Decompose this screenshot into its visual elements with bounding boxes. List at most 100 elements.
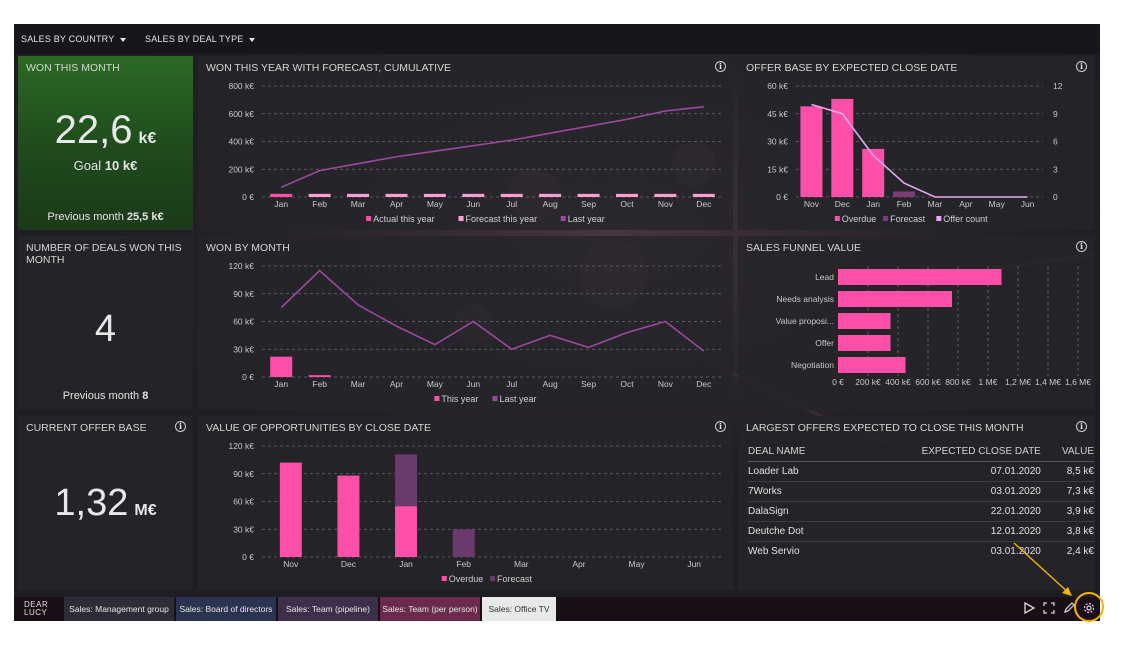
legend-swatch xyxy=(490,576,496,581)
x-tick-label: Aug xyxy=(543,199,558,209)
info-icon[interactable]: i xyxy=(175,421,186,432)
sales-funnel-chart: 0 € 200 k€ 400 k€ 600 k€ 800 k€ 1 M€ 1,2 M€ 1,4… xyxy=(776,266,1091,387)
y-tick-label: 0 € xyxy=(242,552,254,562)
x-tick-label: Nov xyxy=(804,199,820,209)
table-row[interactable]: DalaSign 22.01.2020 3,9 k€ xyxy=(748,501,1094,522)
annotation-arrow xyxy=(1013,542,1072,596)
info-icon[interactable]: i xyxy=(1076,61,1087,72)
bar xyxy=(692,193,715,197)
dashboard-app: SALES BY COUNTRY SALES BY DEAL TYPE WON … xyxy=(14,24,1100,621)
goal-text: Goal 10 k€ xyxy=(73,158,138,173)
chevron-down-icon xyxy=(249,37,256,42)
deals-won-tile[interactable]: NUMBER OF DEALS WON THIS MONTH 4 Previou… xyxy=(18,236,193,410)
play-icon[interactable] xyxy=(1022,601,1036,615)
bar xyxy=(838,291,952,307)
value-cell: 7,3 k€ xyxy=(1040,481,1094,502)
y-tick-label: 90 k€ xyxy=(233,289,254,299)
x-tick-label: Feb xyxy=(456,559,471,569)
deal-name-cell: Web Servio xyxy=(748,546,800,557)
x-tick-label: Apr xyxy=(390,199,403,209)
dear-lucy-logo[interactable]: DEAR LUCY xyxy=(24,600,49,617)
x-tick-label: Nov xyxy=(658,199,674,209)
y-tick-label: 0 € xyxy=(776,192,788,202)
legend-swatch xyxy=(883,216,889,221)
tab-management-group[interactable]: Sales: Management group xyxy=(64,597,174,621)
info-icon[interactable]: i xyxy=(1076,241,1087,252)
table-row[interactable]: Web Servio 03.01.2020 2,4 k€ xyxy=(748,542,1094,562)
legend-label: This year xyxy=(441,394,478,404)
legend-label: Forecast this year xyxy=(466,214,538,224)
previous-month-text: Previous month 25,5 k€ xyxy=(47,211,164,223)
y2-tick-label: 6 xyxy=(1053,137,1058,147)
legend-swatch xyxy=(936,216,942,221)
tab-team-per-person[interactable]: Sales: Team (per person) xyxy=(380,597,480,621)
info-icon[interactable]: i xyxy=(715,61,726,72)
won-this-month-tile[interactable]: WON THIS MONTH 22,6 k€ Goal 10 k€ Previou… xyxy=(18,56,193,230)
bar xyxy=(395,506,418,557)
y-tick-label: 400 k€ xyxy=(228,137,254,147)
previous-month-text: Previous month 8 xyxy=(62,390,149,402)
x-tick-label: Dec xyxy=(341,559,357,569)
fullscreen-icon[interactable] xyxy=(1042,601,1056,615)
x-tick-label: Feb xyxy=(897,199,912,209)
x-tick-label: Apr xyxy=(959,199,972,209)
x-tick-label: Apr xyxy=(390,379,403,389)
deals-won-title: NUMBER OF DEALS WON THIS MONTH xyxy=(26,242,182,266)
y-tick-label: 60 k€ xyxy=(233,497,254,507)
y-tick-label: 800 k€ xyxy=(228,81,254,91)
won-this-year-panel[interactable]: WON THIS YEAR WITH FORECAST, CUMULATIVE … xyxy=(198,56,733,230)
close-date-cell: 22.01.2020 xyxy=(843,501,1041,522)
legend-label: Last year xyxy=(500,394,537,404)
sales-by-country-dropdown[interactable]: SALES BY COUNTRY xyxy=(21,34,127,44)
column-header-value: VALUE xyxy=(1040,443,1094,462)
deals-won-value: 4 xyxy=(94,308,117,350)
column-header-deal-name: DEAL NAME xyxy=(748,443,844,462)
x-tick-label: 1,4 M€ xyxy=(1035,377,1061,387)
info-icon[interactable]: i xyxy=(1076,421,1087,432)
y-tick-label: 15 k€ xyxy=(767,164,788,174)
bar xyxy=(423,193,446,197)
table-row[interactable]: Deutche Dot 12.01.2020 3,8 k€ xyxy=(748,521,1094,542)
legend-label: Overdue xyxy=(449,574,484,584)
offer-base-close-date-title: OFFER BASE BY EXPECTED CLOSE DATE xyxy=(746,62,958,74)
x-tick-label: 0 € xyxy=(832,377,844,387)
won-by-month-panel[interactable]: WON BY MONTH 0 € 30 k€ 60 k€ 90 k€ 120 k€ Jan… xyxy=(198,236,733,410)
tab-team-pipeline[interactable]: Sales: Team (pipeline) xyxy=(278,597,378,621)
x-tick-label: Jan xyxy=(866,199,880,209)
y-tick-label: 30 k€ xyxy=(233,344,254,354)
y-tick-label: 120 k€ xyxy=(228,441,254,451)
bar xyxy=(462,193,485,197)
x-tick-label: Jul xyxy=(506,379,517,389)
chevron-down-icon xyxy=(120,37,127,42)
column-header-close-date: EXPECTED CLOSE DATE xyxy=(843,443,1041,462)
table-row[interactable]: 7Works 03.01.2020 7,3 k€ xyxy=(748,481,1094,502)
info-icon[interactable]: i xyxy=(715,421,726,432)
sales-funnel-panel[interactable]: SALES FUNNEL VALUE i 0 € 200 k€ 400 k€ 600 … xyxy=(738,236,1095,410)
x-tick-label: Jan xyxy=(399,559,413,569)
bar xyxy=(838,313,891,329)
y-tick-label: 60 k€ xyxy=(767,81,788,91)
x-tick-label: 200 k€ xyxy=(855,377,881,387)
edit-icon[interactable] xyxy=(1062,601,1076,615)
tab-office-tv[interactable]: Sales: Office TV xyxy=(482,597,556,621)
largest-offers-panel[interactable]: LARGEST OFFERS EXPECTED TO CLOSE THIS MO… xyxy=(738,416,1095,590)
table-row[interactable]: Loader Lab 07.01.2020 8,5 k€ xyxy=(748,461,1094,482)
x-tick-label: Oct xyxy=(620,379,634,389)
dashboard-tab-bar: DEAR LUCY Sales: Management group Sales: … xyxy=(14,597,1100,621)
x-tick-label: Jun xyxy=(687,559,701,569)
offer-base-tile[interactable]: CURRENT OFFER BASE i 1,32 M€ xyxy=(18,416,193,590)
deal-name-cell: Deutche Dot xyxy=(748,521,844,542)
x-tick-label: Nov xyxy=(283,559,299,569)
category-label: Value proposi... xyxy=(776,316,834,326)
tab-board-of-directors[interactable]: Sales: Board of directors xyxy=(176,597,276,621)
y-tick-label: 0 € xyxy=(242,372,254,382)
opportunities-close-date-title: VALUE OF OPPORTUNITIES BY CLOSE DATE xyxy=(206,422,432,434)
opportunities-close-date-panel[interactable]: VALUE OF OPPORTUNITIES BY CLOSE DATE i 0… xyxy=(198,416,733,590)
bar xyxy=(270,356,293,377)
y2-tick-label: 9 xyxy=(1053,109,1058,119)
offer-base-close-date-panel[interactable]: OFFER BASE BY EXPECTED CLOSE DATE i 0 € 1… xyxy=(738,56,1095,230)
sales-by-deal-type-dropdown[interactable]: SALES BY DEAL TYPE xyxy=(145,34,256,44)
y-tick-label: 60 k€ xyxy=(233,317,254,327)
x-tick-label: 1 M€ xyxy=(979,377,998,387)
bar xyxy=(500,193,523,197)
